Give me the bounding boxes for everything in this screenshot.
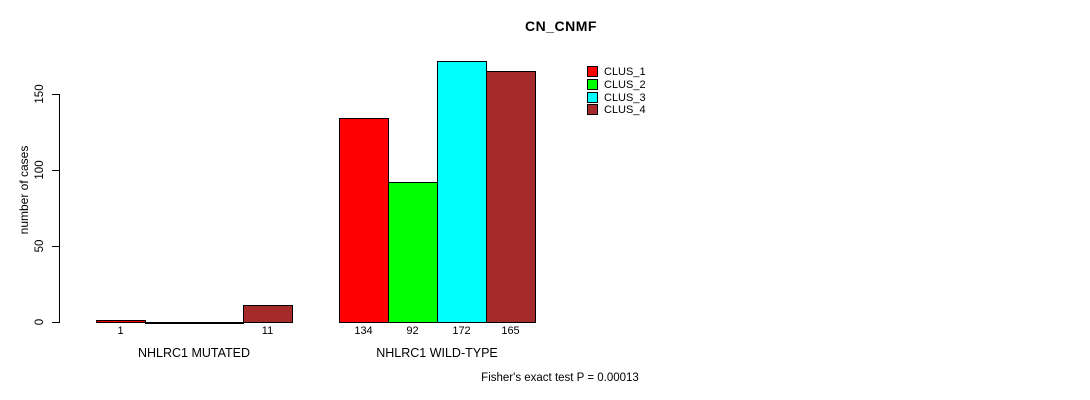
bar-clus-4 (486, 71, 536, 323)
bar-value-label: 165 (501, 325, 520, 337)
group-label-wild-type: NHLRC1 WILD-TYPE (376, 346, 498, 360)
y-tick-mark (52, 94, 59, 95)
bar-clus-1 (339, 118, 389, 323)
chart-title: CN_CNMF (525, 18, 597, 34)
bar-value-label: 134 (354, 325, 373, 337)
y-tick-mark (52, 246, 59, 247)
legend-label-clus-3: CLUS_3 (604, 92, 646, 104)
legend-swatch-clus-2 (587, 79, 598, 90)
legend-label-clus-1: CLUS_1 (604, 66, 646, 78)
fisher-test-annotation: Fisher's exact test P = 0.00013 (481, 372, 639, 384)
y-tick-mark (52, 170, 59, 171)
bar-value-label: 92 (406, 325, 419, 337)
legend-label-clus-4: CLUS_4 (604, 104, 646, 116)
bar-value-label: 11 (261, 325, 274, 337)
bar-value-label: 1 (117, 325, 124, 337)
bar-clus-4 (243, 305, 293, 323)
bar-clus-3 (194, 322, 244, 324)
bar-value-label: 172 (452, 325, 471, 337)
y-axis-line (59, 94, 60, 323)
group-label-mutated: NHLRC1 MUTATED (137, 346, 251, 360)
y-tick-mark (52, 322, 59, 323)
legend-label-clus-2: CLUS_2 (604, 79, 646, 91)
bar-clus-3 (437, 61, 487, 323)
legend-swatch-clus-3 (587, 92, 598, 103)
legend-swatch-clus-1 (587, 66, 598, 77)
bar-clus-1 (96, 320, 146, 323)
legend-swatch-clus-4 (587, 104, 598, 115)
